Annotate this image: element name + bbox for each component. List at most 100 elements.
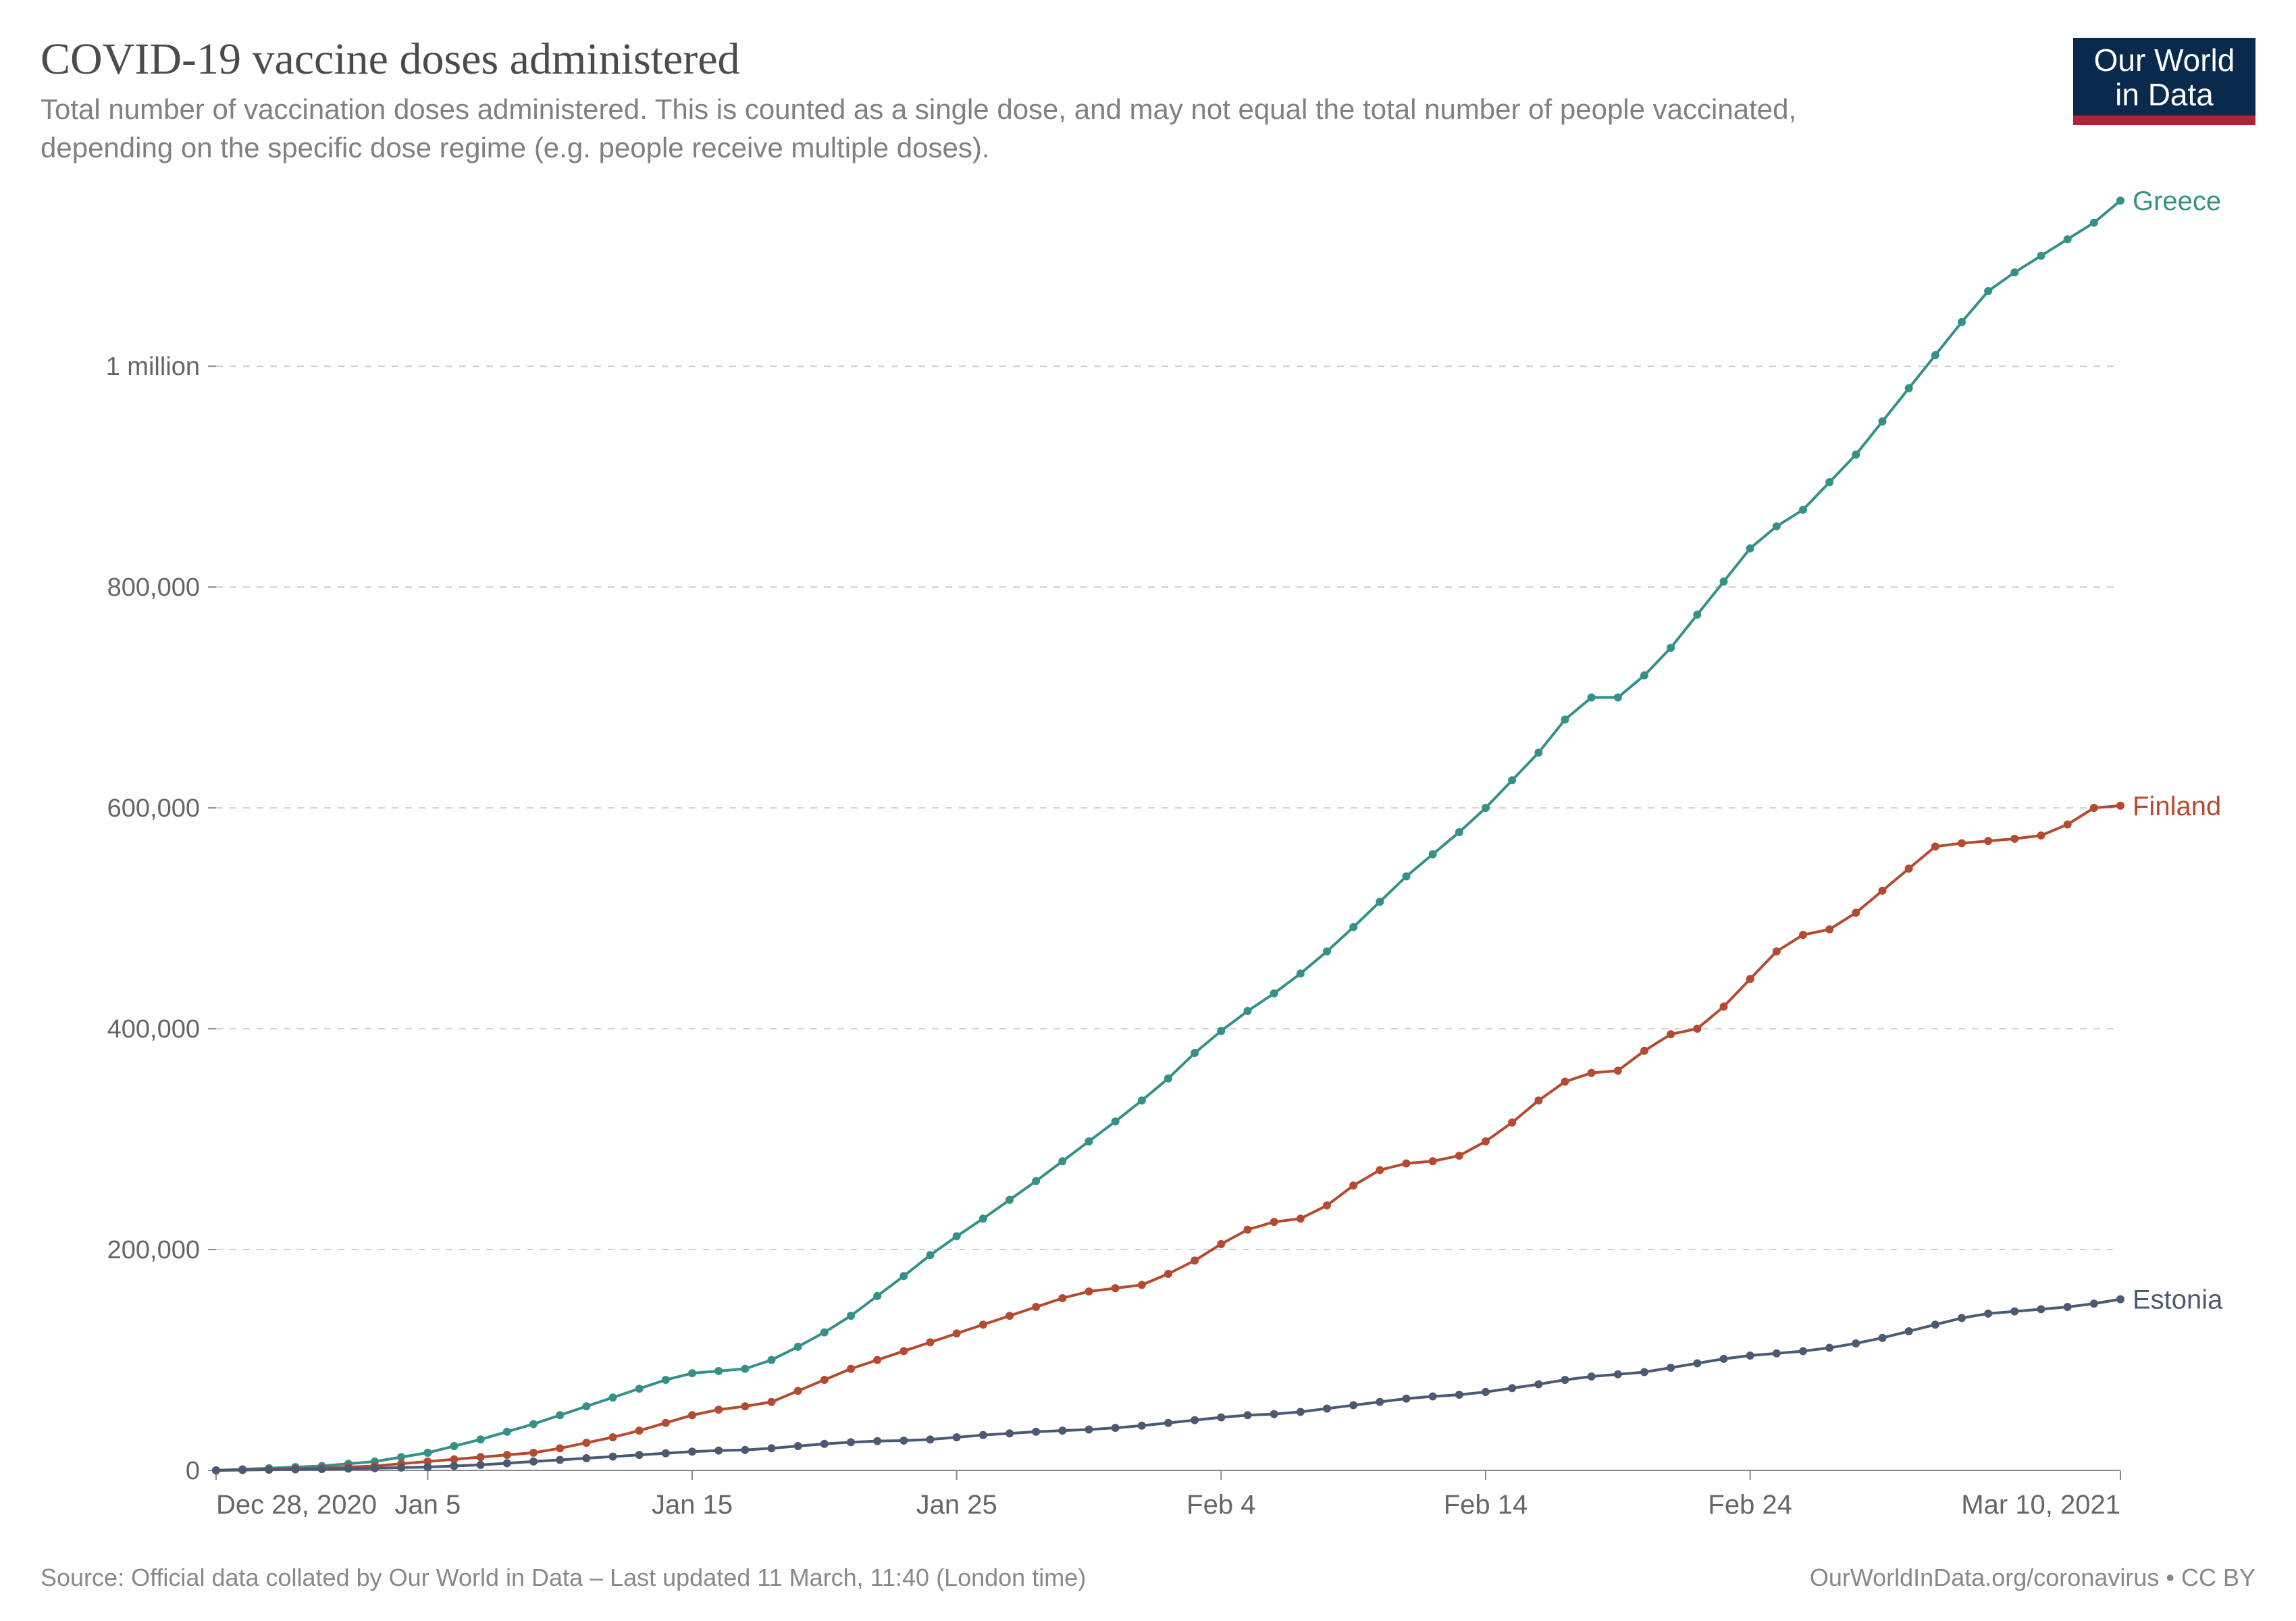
series-marker xyxy=(2090,219,2098,227)
series-marker xyxy=(688,1370,696,1378)
series-marker xyxy=(873,1356,881,1364)
series-marker xyxy=(1667,1031,1675,1039)
chart-header: COVID-19 vaccine doses administered Tota… xyxy=(41,34,2255,167)
series-marker xyxy=(1825,1344,1833,1352)
series-marker xyxy=(1667,644,1675,652)
series-marker xyxy=(2090,1300,2098,1308)
series-marker xyxy=(1138,1097,1146,1105)
series-marker xyxy=(1746,975,1754,983)
series-marker xyxy=(1614,1370,1622,1379)
series-marker xyxy=(529,1420,538,1429)
series-marker xyxy=(1138,1422,1146,1430)
series-marker xyxy=(899,1437,908,1445)
series-marker xyxy=(1349,1401,1357,1410)
series-marker xyxy=(423,1463,432,1471)
series-marker xyxy=(582,1403,590,1411)
series-marker xyxy=(1773,1349,1781,1358)
series-line-finland xyxy=(216,806,2120,1470)
series-marker xyxy=(2010,1308,2018,1316)
series-marker xyxy=(1085,1288,1093,1296)
series-marker xyxy=(820,1440,829,1448)
series-marker xyxy=(1640,1047,1648,1055)
series-marker xyxy=(450,1442,459,1450)
series-marker xyxy=(1799,931,1807,940)
chart-subtitle: Total number of vaccination doses admini… xyxy=(41,91,1864,167)
series-marker xyxy=(2116,1295,2124,1304)
series-marker xyxy=(847,1312,855,1320)
y-tick-label: 800,000 xyxy=(107,574,200,602)
series-marker xyxy=(1270,1218,1278,1227)
series-marker xyxy=(1112,1118,1120,1126)
series-marker xyxy=(953,1330,961,1338)
x-tick-label: Dec 28, 2020 xyxy=(216,1490,377,1520)
y-tick-label: 600,000 xyxy=(107,795,200,823)
source-text: Source: Official data collated by Our Wo… xyxy=(41,1564,1086,1592)
x-tick-label: Jan 5 xyxy=(394,1490,461,1520)
series-marker xyxy=(1852,1339,1860,1347)
series-marker xyxy=(477,1436,485,1444)
series-marker xyxy=(714,1406,723,1414)
series-marker xyxy=(1376,898,1384,906)
series-marker xyxy=(1720,1355,1728,1363)
series-marker xyxy=(1270,1410,1278,1418)
series-marker xyxy=(1693,1025,1701,1033)
series-marker xyxy=(1614,1067,1622,1075)
series-marker xyxy=(741,1446,749,1454)
series-marker xyxy=(1825,925,1833,933)
series-marker xyxy=(1085,1426,1093,1434)
series-marker xyxy=(1799,506,1807,514)
series-marker xyxy=(1984,287,1992,295)
series-marker xyxy=(1244,1226,1252,1234)
series-marker xyxy=(1085,1137,1093,1146)
series-marker xyxy=(1588,694,1596,702)
chart-title: COVID-19 vaccine doses administered xyxy=(41,34,2255,85)
series-marker xyxy=(1482,1388,1490,1396)
series-marker xyxy=(1403,873,1411,881)
series-marker xyxy=(503,1451,511,1459)
series-marker xyxy=(556,1445,564,1453)
series-marker xyxy=(1297,1215,1305,1223)
series-marker xyxy=(662,1376,670,1384)
series-marker xyxy=(2037,1306,2045,1314)
series-marker xyxy=(979,1431,987,1439)
series-marker xyxy=(1112,1424,1120,1432)
series-marker xyxy=(1032,1177,1040,1185)
series-marker xyxy=(477,1453,485,1462)
series-marker xyxy=(768,1356,776,1364)
series-marker xyxy=(1984,1310,1992,1318)
owid-logo: Our World in Data xyxy=(2073,38,2255,122)
series-marker xyxy=(1058,1427,1066,1435)
series-marker xyxy=(1138,1281,1146,1289)
series-marker xyxy=(820,1329,829,1337)
series-marker xyxy=(820,1376,829,1384)
series-marker xyxy=(1825,478,1833,486)
series-marker xyxy=(1905,865,1913,873)
series-marker xyxy=(1720,577,1728,586)
series-marker xyxy=(423,1449,432,1457)
series-marker xyxy=(979,1215,987,1223)
series-marker xyxy=(1852,451,1860,459)
series-label-finland: Finland xyxy=(2133,792,2221,821)
series-marker xyxy=(529,1458,538,1466)
series-marker xyxy=(1773,948,1781,956)
series-marker xyxy=(1667,1364,1675,1372)
series-marker xyxy=(1534,1381,1542,1389)
series-marker xyxy=(635,1451,644,1459)
y-tick-label: 200,000 xyxy=(107,1236,200,1264)
series-marker xyxy=(1746,544,1754,552)
series-marker xyxy=(768,1445,776,1453)
series-marker xyxy=(1614,694,1622,702)
series-marker xyxy=(1852,909,1860,917)
series-marker xyxy=(1879,887,1887,895)
chart-plot-area: 0200,000400,000600,000800,0001 millionDe… xyxy=(41,187,2255,1551)
series-marker xyxy=(1058,1294,1066,1302)
series-marker xyxy=(1191,1257,1199,1265)
series-marker xyxy=(1112,1285,1120,1293)
series-marker xyxy=(768,1398,776,1406)
series-marker xyxy=(582,1454,590,1462)
series-marker xyxy=(979,1321,987,1329)
series-marker xyxy=(1429,850,1437,858)
series-marker xyxy=(688,1412,696,1420)
x-tick-label: Feb 4 xyxy=(1186,1490,1255,1520)
series-marker xyxy=(794,1343,802,1351)
